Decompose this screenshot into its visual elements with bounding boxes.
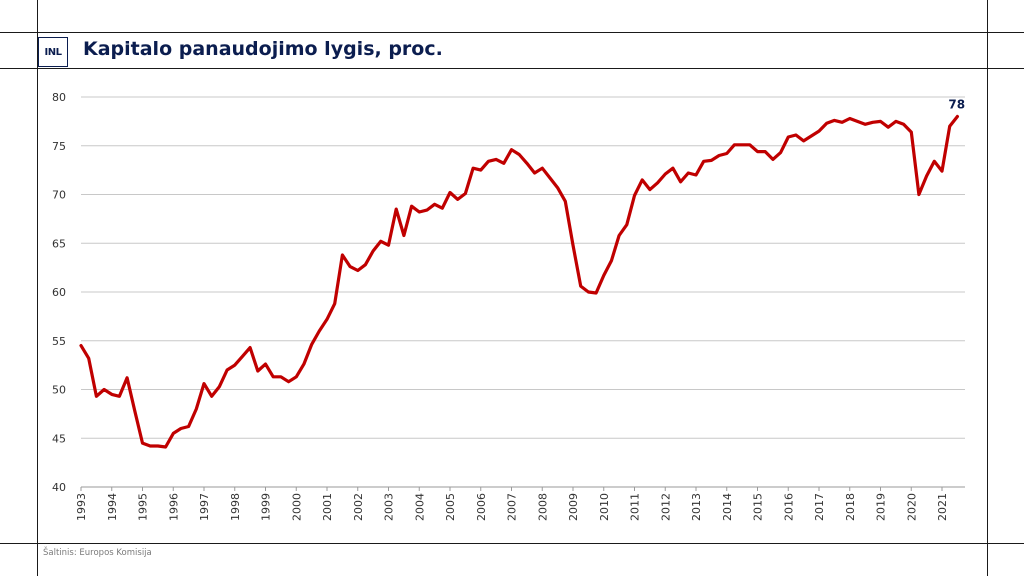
x-tick-label: 1995 [137,493,150,521]
frame-bottom-rule [0,543,1024,544]
x-axis-ticks: 1993 1994 1995 1996 1997 1998 1999 2000 2001 2002… [75,487,949,521]
x-tick-label: 1994 [106,493,119,521]
y-tick-label: 70 [52,189,66,202]
x-tick-label: 2006 [475,493,488,521]
frame-header-rule [0,68,1024,69]
x-tick-label: 2005 [444,493,457,521]
y-tick-label: 45 [52,432,66,445]
y-tick-label: 80 [52,91,66,104]
logo-text: INL [44,46,62,58]
y-tick-label: 60 [52,286,66,299]
x-tick-label: 2000 [290,493,303,521]
x-tick-label: 2021 [936,493,949,521]
logo: INL [38,37,68,67]
x-tick-label: 1999 [260,493,273,521]
x-tick-label: 2011 [629,493,642,521]
x-tick-label: 2004 [413,493,426,521]
annotation-layer: 78 [948,98,965,112]
y-axis-ticks: 40 45 50 55 60 65 70 75 80 [52,91,66,494]
series-layer [79,114,959,449]
x-tick-label: 2012 [659,493,672,521]
x-tick-label: 2007 [506,493,519,521]
x-tick-label: 2014 [721,493,734,521]
x-tick-label: 2018 [844,493,857,521]
y-tick-label: 65 [52,237,66,250]
chart-title: Kapitalo panaudojimo lygis, proc. [83,38,443,60]
x-tick-label: 1993 [75,493,88,521]
series-line [79,114,959,449]
x-tick-label: 2017 [813,493,826,521]
x-tick-label: 2015 [752,493,765,521]
x-tick-label: 2010 [598,493,611,521]
gridlines [81,96,965,488]
y-tick-label: 55 [52,335,66,348]
x-tick-label: 2016 [782,493,795,521]
x-tick-label: 1998 [229,493,242,521]
frame-right-rule [987,0,988,576]
y-tick-label: 40 [52,481,66,494]
x-tick-label: 2013 [690,493,703,521]
x-tick-label: 2002 [352,493,365,521]
x-tick-label: 1997 [198,493,211,521]
x-tick-label: 2019 [875,493,888,521]
x-tick-label: 2001 [321,493,334,521]
x-tick-label: 2008 [536,493,549,521]
x-tick-label: 2009 [567,493,580,521]
frame-top-rule [0,32,1024,33]
frame-left-rule [37,0,38,576]
source-note: Šaltinis: Europos Komisija [43,548,152,558]
x-tick-label: 2020 [905,493,918,521]
y-tick-label: 75 [52,140,66,153]
x-tick-label: 1996 [167,493,180,521]
y-tick-label: 50 [52,384,66,397]
last-value-label: 78 [948,98,965,112]
x-tick-label: 2003 [383,493,396,521]
